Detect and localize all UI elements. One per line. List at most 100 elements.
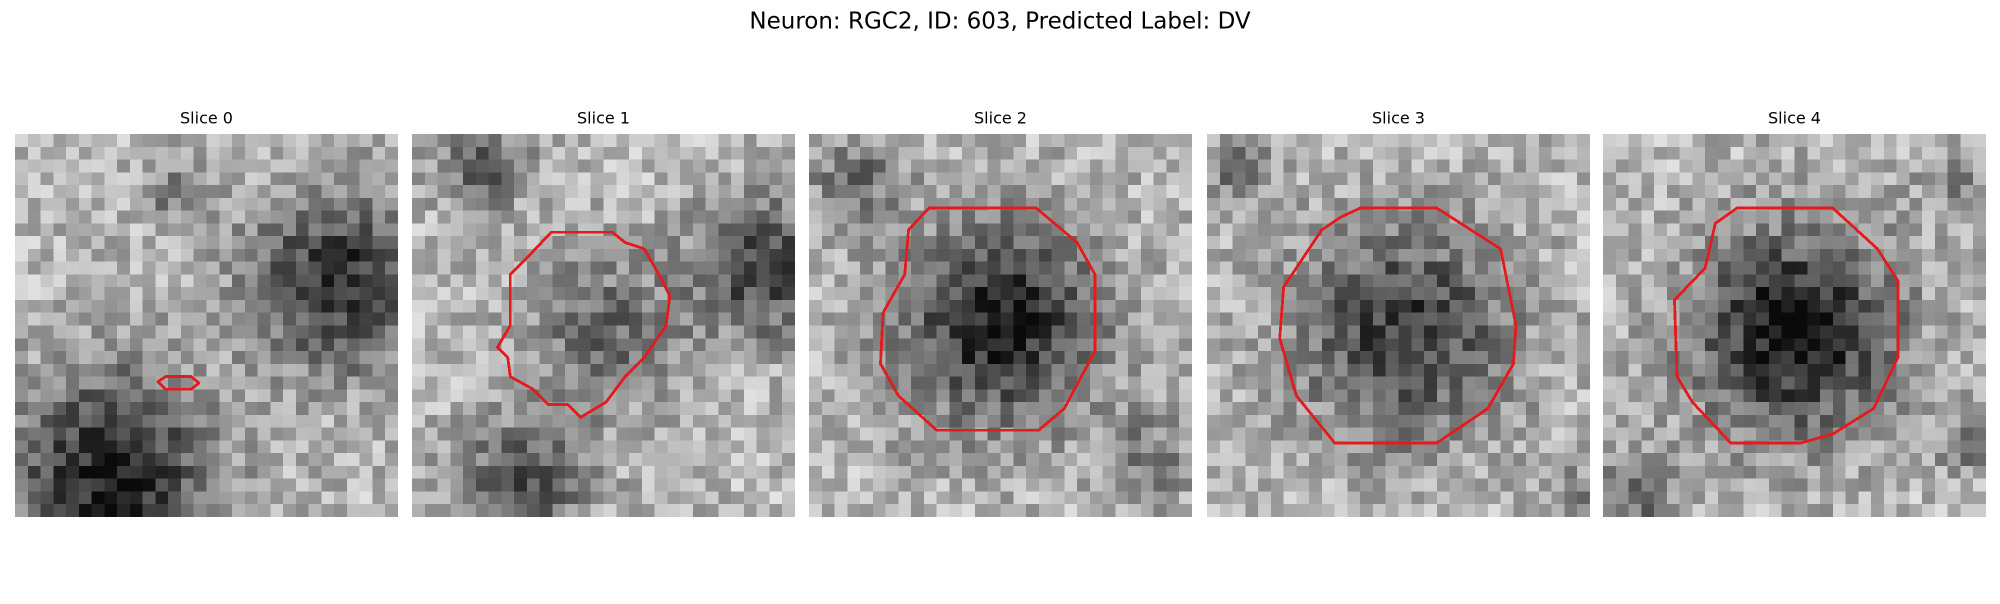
pixel (1140, 427, 1155, 442)
pixel (193, 351, 208, 365)
pixel (1026, 236, 1040, 250)
pixel (385, 185, 398, 199)
pixel (501, 134, 515, 148)
pixel (898, 134, 912, 148)
pixel (180, 453, 195, 467)
pixel (1666, 453, 1681, 467)
pixel (1973, 312, 1986, 327)
pixel (1883, 440, 1898, 454)
pixel (488, 465, 503, 480)
pixel (91, 287, 106, 301)
pixel (1564, 389, 1578, 403)
pixel (372, 389, 386, 403)
pixel (603, 274, 617, 288)
pixel (1871, 414, 1885, 429)
pixel (667, 197, 681, 212)
pixel (1832, 414, 1847, 429)
pixel (1705, 159, 1719, 173)
pixel (769, 440, 783, 454)
pixel (66, 236, 80, 250)
pixel (769, 197, 783, 212)
pixel (168, 389, 182, 403)
pixel (1960, 478, 1974, 493)
pixel (412, 197, 426, 212)
pixel (1947, 376, 1962, 390)
pixel (1820, 440, 1834, 454)
pixel (860, 351, 874, 365)
pixel (1321, 210, 1336, 225)
pixel (117, 210, 131, 225)
pixel (1013, 376, 1027, 390)
pixel (1883, 491, 1898, 505)
pixel (424, 453, 439, 467)
pixel (1807, 351, 1821, 365)
pixel (244, 325, 259, 339)
pixel (1909, 363, 1923, 378)
pixel (1909, 172, 1923, 186)
pixel (923, 134, 938, 148)
pixel (1296, 504, 1310, 517)
pixel (782, 491, 795, 505)
pixel (346, 223, 361, 237)
pixel (898, 427, 912, 442)
pixel (860, 363, 874, 378)
pixel (1398, 453, 1412, 467)
pixel (641, 389, 656, 403)
pixel (1564, 223, 1578, 237)
pixel (987, 172, 1002, 186)
pixel (283, 185, 297, 199)
pixel (437, 210, 451, 225)
pixel (1089, 389, 1104, 403)
pixel (412, 402, 426, 416)
pixel (949, 146, 963, 161)
pixel (743, 146, 758, 161)
pixel (1334, 236, 1349, 250)
pixel (27, 351, 42, 365)
pixel (1603, 338, 1617, 352)
pixel (1743, 491, 1757, 505)
pixel (667, 312, 681, 327)
pixel (616, 325, 630, 339)
pixel (1385, 414, 1400, 429)
pixel (936, 363, 951, 378)
pixel (987, 402, 1002, 416)
pixel (372, 210, 386, 225)
pixel (1026, 351, 1040, 365)
pixel (283, 491, 297, 505)
pixel (898, 491, 912, 505)
pixel (1424, 236, 1438, 250)
pixel (1756, 453, 1770, 467)
pixel (1896, 172, 1911, 186)
pixel (898, 159, 912, 173)
pixel (565, 351, 579, 365)
pixel (1781, 223, 1796, 237)
pixel (78, 389, 93, 403)
pixel (1385, 465, 1400, 480)
pixel (1615, 402, 1630, 416)
pixel (603, 185, 617, 199)
pixel (1372, 504, 1387, 517)
pixel (731, 236, 745, 250)
pixel (731, 287, 745, 301)
pixel (180, 172, 195, 186)
pixel (463, 172, 477, 186)
pixel (1436, 402, 1451, 416)
pixel (1666, 389, 1681, 403)
pixel (1436, 146, 1451, 161)
pixel (1424, 134, 1438, 148)
pixel (308, 351, 323, 365)
pixel (1807, 299, 1821, 314)
pixel (1934, 504, 1949, 517)
pixel (1666, 312, 1681, 327)
pixel (1436, 236, 1451, 250)
pixel (743, 261, 758, 276)
pixel (603, 491, 617, 505)
pixel (1705, 261, 1719, 276)
pixel (91, 159, 106, 173)
pixel (1347, 402, 1361, 416)
pixel (1551, 478, 1566, 493)
pixel (1845, 363, 1859, 378)
pixel (1270, 274, 1285, 288)
pixel (501, 197, 515, 212)
pixel (1896, 453, 1911, 467)
